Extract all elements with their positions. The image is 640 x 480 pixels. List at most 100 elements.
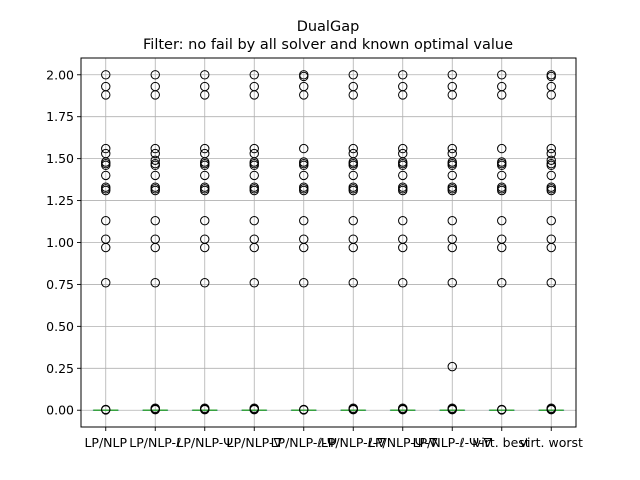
outlier-point	[249, 70, 259, 80]
outlier-point	[249, 170, 259, 181]
outlier-point	[249, 242, 259, 253]
y-tick-label: 0.50	[46, 319, 74, 334]
outlier-point	[546, 148, 556, 159]
outlier-point	[299, 71, 309, 82]
outlier-point	[299, 405, 309, 415]
outlier-point	[150, 170, 160, 181]
outlier-point	[546, 215, 556, 226]
y-tick-label: 1.00	[46, 235, 74, 250]
outlier-point	[546, 71, 556, 82]
outlier-point	[101, 242, 111, 253]
x-axis: LP/NLP LP/NLP-ℓLP/NLP-ΨLP/NLP-∇LP/NLP-ℓ-Ψ…	[84, 427, 583, 450]
outlier-point	[447, 90, 457, 100]
outlier-point	[249, 405, 259, 415]
y-tick-label: 2.00	[46, 67, 74, 82]
x-tick-label: LP/NLP-∇	[227, 435, 283, 450]
grid	[81, 58, 576, 427]
outlier-point	[101, 278, 111, 288]
outlier-point	[200, 160, 210, 171]
outlier-point	[348, 143, 358, 154]
outlier-point	[348, 70, 358, 80]
outlier-point	[299, 143, 309, 154]
outlier-point	[447, 278, 457, 288]
outlier-point	[398, 170, 408, 181]
outlier-point	[200, 278, 210, 288]
outlier-point	[249, 185, 259, 196]
x-tick-label: virt. best	[474, 435, 530, 450]
outlier-point	[150, 143, 160, 154]
outlier-point	[299, 170, 309, 181]
outlier-point	[150, 185, 160, 196]
outlier-point	[447, 361, 457, 372]
y-tick-label: 1.25	[46, 193, 74, 208]
y-tick-label: 0.75	[46, 277, 74, 292]
outlier-point	[101, 160, 111, 171]
x-tick-label: LP/NLP-ℓ-Ψ	[271, 435, 337, 450]
outlier-point	[447, 143, 457, 154]
outlier-point	[398, 160, 408, 171]
outlier-point	[546, 143, 556, 154]
outlier-point	[546, 170, 556, 181]
outlier-point	[546, 185, 556, 196]
outlier-point	[546, 405, 556, 415]
outlier-point	[348, 405, 358, 415]
outlier-point	[101, 215, 111, 226]
outlier-point	[101, 405, 111, 415]
outlier-point	[249, 90, 259, 100]
outlier-point	[200, 70, 210, 80]
x-tick-label: LP/NLP-ℓ-∇	[321, 435, 386, 450]
outlier-point	[249, 143, 259, 154]
outlier-point	[348, 90, 358, 100]
outlier-point	[150, 148, 160, 159]
y-tick-label: 1.50	[46, 151, 74, 166]
outlier-point	[101, 143, 111, 154]
outlier-point	[150, 155, 160, 166]
outlier-point	[348, 278, 358, 288]
outlier-point	[546, 278, 556, 288]
outlier-point	[497, 160, 507, 171]
outliers	[101, 70, 556, 415]
outlier-point	[497, 170, 507, 181]
outlier-point	[150, 405, 160, 415]
outlier-point	[299, 185, 309, 196]
y-axis: 0.00 0.25 0.50 0.75 1.00 1.25 1.50 1.75 2.00	[46, 67, 81, 418]
outlier-point	[348, 185, 358, 196]
outlier-point	[101, 170, 111, 181]
outlier-point	[200, 143, 210, 154]
outlier-point	[249, 160, 259, 171]
outlier-point	[200, 170, 210, 181]
outlier-point	[398, 242, 408, 253]
outlier-point	[299, 90, 309, 100]
chart-title: DualGap	[297, 19, 360, 35]
chart-subtitle: Filter: no fail by all solver and known …	[143, 37, 513, 53]
outlier-point	[299, 278, 309, 288]
outlier-point	[200, 405, 210, 415]
outlier-point	[447, 70, 457, 80]
outlier-point	[299, 215, 309, 226]
outlier-point	[249, 278, 259, 288]
outlier-point	[497, 143, 507, 154]
outlier-point	[101, 185, 111, 196]
outlier-point	[249, 215, 259, 226]
outlier-point	[299, 160, 309, 171]
outlier-point	[546, 242, 556, 253]
outlier-point	[200, 215, 210, 226]
outlier-point	[398, 70, 408, 80]
outlier-point	[101, 70, 111, 80]
outlier-point	[150, 70, 160, 80]
outlier-point	[348, 170, 358, 181]
outlier-point	[398, 90, 408, 100]
x-tick-label: LP/NLP-ℓ	[129, 435, 181, 450]
outlier-point	[398, 278, 408, 288]
outlier-point	[348, 160, 358, 171]
outlier-point	[546, 160, 556, 171]
outlier-point	[200, 90, 210, 100]
outlier-point	[447, 170, 457, 181]
outlier-point	[398, 185, 408, 196]
outlier-point	[497, 405, 507, 415]
x-tick-label: LP/NLP-Ψ-∇	[368, 435, 438, 450]
outlier-point	[447, 405, 457, 415]
outlier-point	[150, 242, 160, 253]
outlier-point	[447, 215, 457, 226]
